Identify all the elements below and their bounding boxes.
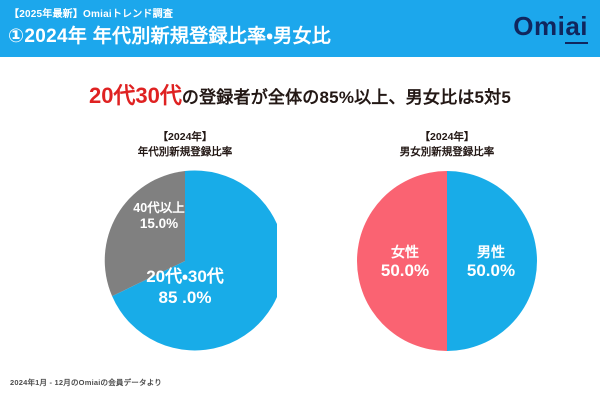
headline: 20代30代の登録者が全体の85%以上、男女比は5対5 [0,78,600,110]
pie-slice-20s-30s [112,170,277,351]
chart-age-ratio-title: 【2024年】 年代別新規登録比率 [60,130,310,160]
omiai-logo: Omiai [513,11,588,44]
pie-slice-female [357,171,447,351]
chart-gender-ratio-title: 【2024年】 男女別新規登録比率 [322,130,572,160]
chart-gender-ratio-title-line2: 男女別新規登録比率 [399,146,495,158]
chart-gender-ratio-title-line1: 【2024年】 [419,131,475,143]
page-title: ①2024年 年代別新規登録比率・男女比 [8,26,332,47]
logo-text-main: Omi [513,11,566,41]
chart-age-ratio: 【2024年】 年代別新規登録比率 40代以上 15.0% 20代・30代 85… [60,130,310,353]
chart-gender-ratio: 【2024年】 男女別新規登録比率 女性 50.0% 男性 50.0% [322,130,572,353]
pie-chart-gender-ratio: 女性 50.0% 男性 50.0% [355,169,539,353]
header-eyebrow: 【2025年最新】Omiaiトレンド調査 [9,9,174,20]
chart-age-ratio-title-line1: 【2024年】 [157,131,213,143]
headline-accent: 20代30代 [88,83,182,108]
headline-rest: の登録者が全体の85%以上、男女比は5対5 [181,88,512,107]
pie-slice-male [447,171,537,351]
pie-chart-age-ratio: 40代以上 15.0% 20代・30代 85 .0% [93,169,277,353]
chart-age-ratio-title-line2: 年代別新規登録比率 [137,146,233,158]
logo-text-underlined: ai [565,11,588,44]
source-footnote: 2024年1月 - 12月のOmiaiの会員データより [10,378,162,387]
header-band: 【2025年最新】Omiaiトレンド調査 ①2024年 年代別新規登録比率・男女… [0,0,600,57]
pie-slice-40s-plus [104,171,185,297]
